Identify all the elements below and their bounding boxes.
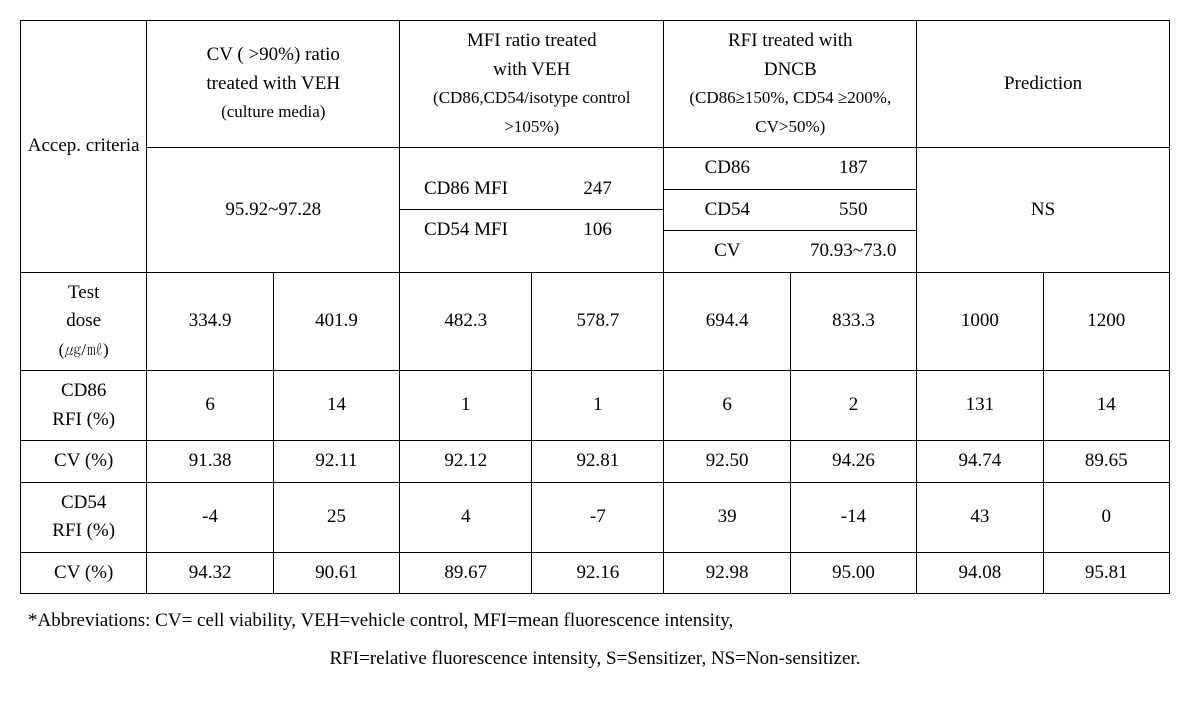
table-cell: 1 bbox=[532, 371, 664, 441]
footnote-line2: RFI=relative fluorescence intensity, S=S… bbox=[20, 640, 1170, 678]
table-cell: 401.9 bbox=[273, 272, 399, 371]
mfi-l2: with VEH bbox=[493, 59, 570, 80]
header-cv-ratio: CV ( >90%) ratio treated with VEH (cultu… bbox=[147, 21, 400, 148]
rfi-l1: RFI treated with bbox=[728, 30, 853, 51]
table-cell: 91.38 bbox=[147, 441, 273, 483]
rfi-sub: (CD86≥150%, CD54 ≥200%, CV>50%) bbox=[689, 88, 891, 136]
table-cell: 92.11 bbox=[273, 441, 399, 483]
cd54-mfi-label: CD54 MFI bbox=[400, 210, 532, 251]
table-cell: 94.74 bbox=[917, 441, 1043, 483]
test-dose-l2: dose bbox=[66, 310, 101, 331]
cd86-mfi-label: CD86 MFI bbox=[400, 169, 532, 210]
table-cell: 95.00 bbox=[790, 552, 916, 594]
header-mfi: MFI ratio treated with VEH (CD86,CD54/is… bbox=[400, 21, 664, 148]
table-cell: 89.65 bbox=[1043, 441, 1170, 483]
cd54-rfi-l1: CD54 bbox=[61, 492, 106, 513]
rfi-l2: DNCB bbox=[764, 59, 817, 80]
criteria-cv-range: 95.92~97.28 bbox=[147, 148, 400, 273]
table-cell: 95.81 bbox=[1043, 552, 1170, 594]
criteria-pred: NS bbox=[917, 148, 1170, 273]
table-cell: 2 bbox=[790, 371, 916, 441]
row-label-cv1: CV (%) bbox=[21, 441, 147, 483]
table-cell: 833.3 bbox=[790, 272, 916, 371]
table-cell: 482.3 bbox=[400, 272, 532, 371]
table-cell: 578.7 bbox=[532, 272, 664, 371]
table-cell: 0 bbox=[1043, 482, 1170, 552]
row-label-cd54-rfi: CD54 RFI (%) bbox=[21, 482, 147, 552]
rfi-cv-val: 70.93~73.0 bbox=[790, 231, 916, 272]
header-prediction: Prediction bbox=[917, 21, 1170, 148]
cv-ratio-l2: treated with VEH bbox=[206, 73, 340, 94]
data-table: Accep. criteria CV ( >90%) ratio treated… bbox=[20, 20, 1170, 594]
table-cell: 92.98 bbox=[664, 552, 790, 594]
table-cell: 334.9 bbox=[147, 272, 273, 371]
table-cell: 1200 bbox=[1043, 272, 1170, 371]
table-cell: 92.16 bbox=[532, 552, 664, 594]
row-label-cd86-rfi: CD86 RFI (%) bbox=[21, 371, 147, 441]
criteria-mfi-block: CD86 MFI 247 CD54 MFI 106 bbox=[400, 148, 664, 273]
test-dose-l1: Test bbox=[68, 282, 99, 303]
table-cell: 94.26 bbox=[790, 441, 916, 483]
cv-ratio-l1: CV ( >90%) ratio bbox=[207, 44, 340, 65]
table-cell: 1000 bbox=[917, 272, 1043, 371]
rfi-cd54-val: 550 bbox=[790, 190, 916, 231]
table-cell: 94.32 bbox=[147, 552, 273, 594]
footnote-line1: *Abbreviations: CV= cell viability, VEH=… bbox=[20, 602, 1170, 640]
mfi-l1: MFI ratio treated bbox=[467, 30, 597, 51]
header-accep: Accep. criteria bbox=[21, 21, 147, 273]
rfi-cd86-val: 187 bbox=[790, 148, 916, 189]
table-cell: 92.81 bbox=[532, 441, 664, 483]
table-cell: 94.08 bbox=[917, 552, 1043, 594]
cd86-mfi-val: 247 bbox=[532, 169, 664, 210]
cd54-mfi-val: 106 bbox=[532, 210, 664, 251]
table-cell: 89.67 bbox=[400, 552, 532, 594]
table-container: Accep. criteria CV ( >90%) ratio treated… bbox=[20, 20, 1170, 678]
rfi-cd54-label: CD54 bbox=[664, 190, 790, 231]
table-cell: 6 bbox=[664, 371, 790, 441]
table-cell: -14 bbox=[790, 482, 916, 552]
header-rfi: RFI treated with DNCB (CD86≥150%, CD54 ≥… bbox=[664, 21, 917, 148]
test-dose-l3: (㎍/㎖) bbox=[59, 340, 109, 359]
table-cell: 39 bbox=[664, 482, 790, 552]
rfi-cd86-label: CD86 bbox=[664, 148, 790, 189]
table-cell: 92.50 bbox=[664, 441, 790, 483]
cd86-rfi-l1: CD86 bbox=[61, 380, 106, 401]
table-cell: 43 bbox=[917, 482, 1043, 552]
table-cell: -4 bbox=[147, 482, 273, 552]
table-cell: -7 bbox=[532, 482, 664, 552]
table-cell: 14 bbox=[1043, 371, 1170, 441]
row-label-cv2: CV (%) bbox=[21, 552, 147, 594]
table-cell: 6 bbox=[147, 371, 273, 441]
table-cell: 694.4 bbox=[664, 272, 790, 371]
table-cell: 1 bbox=[400, 371, 532, 441]
table-cell: 131 bbox=[917, 371, 1043, 441]
table-cell: 92.12 bbox=[400, 441, 532, 483]
row-label-test-dose: Test dose (㎍/㎖) bbox=[21, 272, 147, 371]
table-cell: 4 bbox=[400, 482, 532, 552]
mfi-sub: (CD86,CD54/isotype control >105%) bbox=[433, 88, 630, 136]
table-cell: 90.61 bbox=[273, 552, 399, 594]
criteria-rfi-block: CD86 187 CD54 550 CV 70.93~73.0 bbox=[664, 148, 917, 273]
cv-ratio-sub: (culture media) bbox=[221, 102, 325, 121]
rfi-cv-label: CV bbox=[664, 231, 790, 272]
table-cell: 25 bbox=[273, 482, 399, 552]
table-cell: 14 bbox=[273, 371, 399, 441]
cd86-rfi-l2: RFI (%) bbox=[52, 409, 115, 430]
cd54-rfi-l2: RFI (%) bbox=[52, 520, 115, 541]
